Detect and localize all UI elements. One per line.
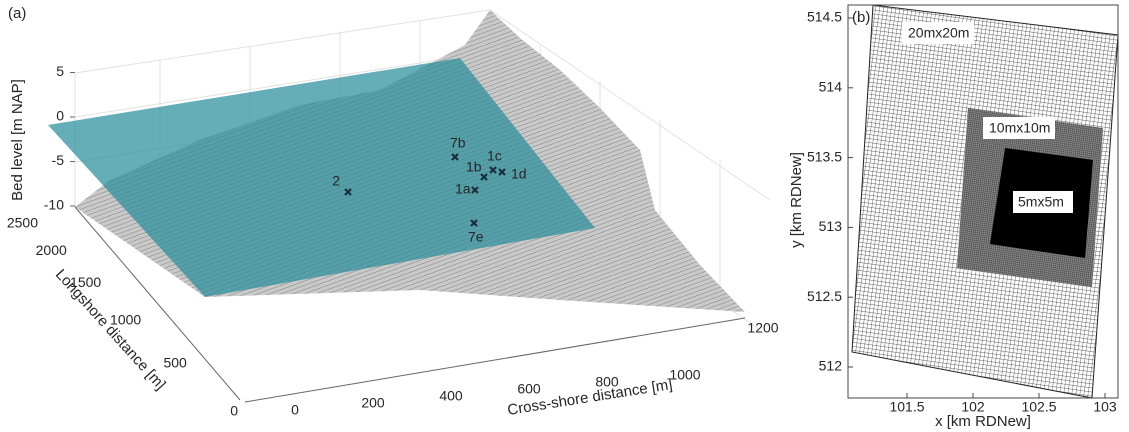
z-tick-label: 0	[56, 108, 64, 124]
grid-label: 10mx10m	[989, 120, 1050, 136]
y-tick-label: 1000	[110, 312, 141, 328]
water-plane	[48, 58, 595, 297]
z-tick-label: -5	[52, 152, 65, 168]
y-tick-label: 1500	[70, 274, 101, 290]
x-tick-label: 102.5	[1021, 399, 1056, 415]
z-axis-label: Bed level [m NAP]	[9, 79, 26, 201]
label-box	[1013, 191, 1073, 213]
y-tick-label: 513	[819, 218, 843, 234]
label-box	[902, 22, 974, 44]
station-label: 1c	[487, 148, 502, 164]
plot-frame	[847, 4, 1119, 399]
y-tick-label: 513.5	[807, 148, 842, 164]
panel-a: (a) Bed level [m NAP] Longshore distance…	[7, 5, 779, 419]
y-tick-label: 500	[163, 355, 187, 371]
station-label: 2	[332, 173, 340, 189]
y-tick-label: 0	[230, 403, 238, 419]
y-tick-label: 514	[819, 79, 843, 95]
y-axis-label: y [km RDNew]	[788, 152, 805, 248]
x-tick-label: 0	[291, 402, 299, 418]
x-tick-label: 400	[439, 388, 463, 404]
label-box	[983, 117, 1055, 139]
x-tick-label: 200	[361, 395, 385, 411]
station-marker	[451, 153, 459, 161]
station-marker	[471, 186, 479, 194]
x-tick-label: 103	[1093, 399, 1117, 415]
x-axis-label: x [km RDNew]	[935, 413, 1031, 430]
axis-lines	[74, 206, 746, 403]
station-marker	[498, 168, 506, 176]
y-tick-label: 2500	[7, 215, 38, 231]
x-tick-label: 1200	[747, 320, 778, 336]
station-label: 7e	[468, 229, 484, 245]
station-label: 1b	[466, 159, 482, 175]
station-marker	[489, 166, 497, 174]
grid-label: 5mx5m	[1018, 194, 1064, 210]
station-marker	[344, 188, 352, 196]
y-tick-label: 514.5	[807, 9, 842, 25]
station-label: 7b	[450, 135, 466, 151]
x-tick-label: 800	[595, 374, 619, 390]
z-tick-label: -10	[44, 197, 64, 213]
z-tick-label: 5	[56, 63, 64, 79]
x-tick-label: 102	[961, 399, 985, 415]
station-label: 1d	[511, 166, 527, 182]
y-tick-label: 2000	[36, 242, 67, 258]
grid-label: 20mx20m	[908, 25, 969, 41]
y-tick-label: 512	[819, 358, 843, 374]
panel-label: (b)	[852, 9, 870, 26]
station-marker	[480, 173, 488, 181]
x-tick-label: 600	[517, 381, 541, 397]
panel-b: (b) 20mx20m 10mx10m 5mx5m x [km RDNew] y…	[788, 4, 1119, 430]
station-marker	[470, 219, 478, 227]
y-tick-label: 512.5	[807, 288, 842, 304]
station-label: 1a	[455, 181, 471, 197]
x-tick-label: 1000	[669, 367, 700, 383]
panel-label: (a)	[8, 5, 26, 22]
x-tick-label: 101.5	[889, 399, 924, 415]
